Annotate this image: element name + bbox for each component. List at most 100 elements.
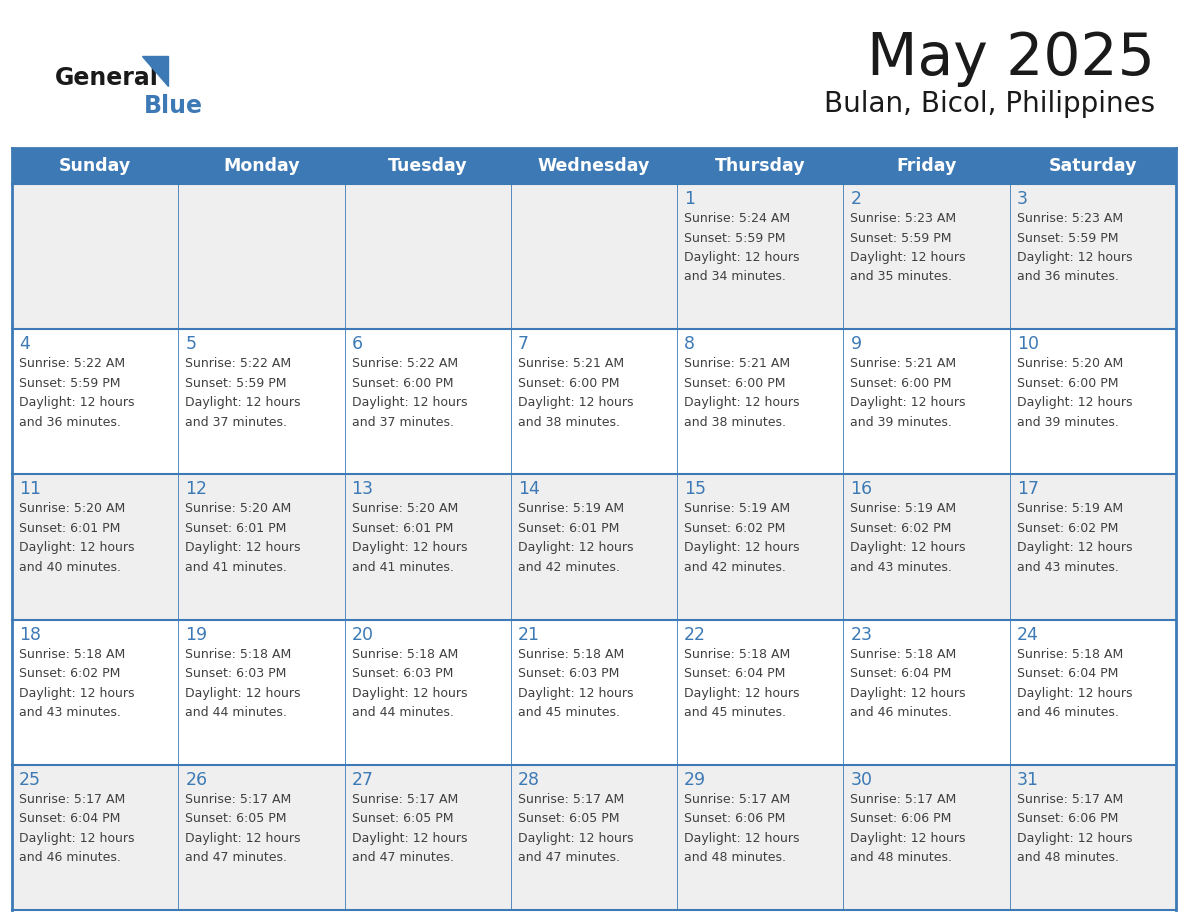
Text: Sunset: 5:59 PM: Sunset: 5:59 PM	[684, 231, 785, 244]
Text: Sunset: 6:00 PM: Sunset: 6:00 PM	[851, 376, 952, 390]
Bar	[843, 475, 1010, 620]
Text: Sunrise: 5:17 AM: Sunrise: 5:17 AM	[352, 793, 457, 806]
Text: 6: 6	[352, 335, 362, 353]
Bar	[1010, 184, 1176, 330]
Bar	[677, 330, 843, 475]
Text: 13: 13	[352, 480, 373, 498]
Text: Sunrise: 5:23 AM: Sunrise: 5:23 AM	[851, 212, 956, 225]
Text: Daylight: 12 hours: Daylight: 12 hours	[684, 251, 800, 264]
Bar	[178, 620, 345, 765]
Text: Daylight: 12 hours: Daylight: 12 hours	[851, 832, 966, 845]
Text: Sunrise: 5:18 AM: Sunrise: 5:18 AM	[518, 647, 624, 661]
Text: Daylight: 12 hours: Daylight: 12 hours	[684, 542, 800, 554]
Text: Daylight: 12 hours: Daylight: 12 hours	[185, 832, 301, 845]
Bar	[12, 765, 178, 910]
Text: Daylight: 12 hours: Daylight: 12 hours	[518, 687, 633, 700]
Text: Bulan, Bicol, Philippines: Bulan, Bicol, Philippines	[823, 90, 1155, 118]
Text: 17: 17	[1017, 480, 1038, 498]
Text: Sunset: 6:00 PM: Sunset: 6:00 PM	[518, 376, 619, 390]
Bar	[677, 765, 843, 910]
Text: and 48 minutes.: and 48 minutes.	[684, 851, 786, 865]
Text: and 47 minutes.: and 47 minutes.	[352, 851, 454, 865]
Text: Daylight: 12 hours: Daylight: 12 hours	[518, 397, 633, 409]
Text: Daylight: 12 hours: Daylight: 12 hours	[185, 687, 301, 700]
Bar	[178, 148, 345, 184]
Text: and 46 minutes.: and 46 minutes.	[1017, 706, 1119, 719]
Text: Daylight: 12 hours: Daylight: 12 hours	[352, 687, 467, 700]
Text: Daylight: 12 hours: Daylight: 12 hours	[352, 832, 467, 845]
Text: Daylight: 12 hours: Daylight: 12 hours	[518, 832, 633, 845]
Text: May 2025: May 2025	[867, 30, 1155, 87]
Text: Sunset: 6:06 PM: Sunset: 6:06 PM	[1017, 812, 1118, 825]
Text: Wednesday: Wednesday	[538, 157, 650, 175]
Text: Sunrise: 5:18 AM: Sunrise: 5:18 AM	[19, 647, 125, 661]
Text: Friday: Friday	[897, 157, 956, 175]
Text: Sunrise: 5:17 AM: Sunrise: 5:17 AM	[518, 793, 624, 806]
Text: Sunrise: 5:21 AM: Sunrise: 5:21 AM	[684, 357, 790, 370]
Bar	[12, 184, 178, 330]
Text: 12: 12	[185, 480, 207, 498]
Bar	[677, 148, 843, 184]
Text: and 36 minutes.: and 36 minutes.	[1017, 271, 1119, 284]
Bar	[511, 330, 677, 475]
Bar	[511, 620, 677, 765]
Bar	[12, 148, 178, 184]
Text: and 43 minutes.: and 43 minutes.	[1017, 561, 1119, 574]
Text: Daylight: 12 hours: Daylight: 12 hours	[185, 542, 301, 554]
Text: Sunset: 5:59 PM: Sunset: 5:59 PM	[19, 376, 120, 390]
Text: Daylight: 12 hours: Daylight: 12 hours	[1017, 687, 1132, 700]
Text: and 48 minutes.: and 48 minutes.	[1017, 851, 1119, 865]
Text: Sunset: 6:04 PM: Sunset: 6:04 PM	[19, 812, 120, 825]
Bar	[12, 620, 178, 765]
Bar	[345, 330, 511, 475]
Text: and 43 minutes.: and 43 minutes.	[851, 561, 953, 574]
Text: Thursday: Thursday	[715, 157, 805, 175]
Text: Sunrise: 5:21 AM: Sunrise: 5:21 AM	[518, 357, 624, 370]
Text: Sunrise: 5:18 AM: Sunrise: 5:18 AM	[684, 647, 790, 661]
Text: Tuesday: Tuesday	[388, 157, 468, 175]
Text: 9: 9	[851, 335, 861, 353]
Text: Sunrise: 5:24 AM: Sunrise: 5:24 AM	[684, 212, 790, 225]
Text: 10: 10	[1017, 335, 1038, 353]
Text: 20: 20	[352, 625, 373, 644]
Text: Sunset: 6:02 PM: Sunset: 6:02 PM	[19, 667, 120, 680]
Text: Sunrise: 5:17 AM: Sunrise: 5:17 AM	[684, 793, 790, 806]
Text: and 37 minutes.: and 37 minutes.	[185, 416, 287, 429]
Text: Daylight: 12 hours: Daylight: 12 hours	[1017, 397, 1132, 409]
Text: and 41 minutes.: and 41 minutes.	[185, 561, 287, 574]
Text: 25: 25	[19, 771, 42, 789]
Text: Sunset: 5:59 PM: Sunset: 5:59 PM	[185, 376, 286, 390]
Text: 8: 8	[684, 335, 695, 353]
Text: Sunrise: 5:21 AM: Sunrise: 5:21 AM	[851, 357, 956, 370]
Text: Sunrise: 5:18 AM: Sunrise: 5:18 AM	[352, 647, 457, 661]
Text: Daylight: 12 hours: Daylight: 12 hours	[684, 832, 800, 845]
Text: Sunset: 6:02 PM: Sunset: 6:02 PM	[684, 522, 785, 535]
Text: Sunset: 6:00 PM: Sunset: 6:00 PM	[1017, 376, 1118, 390]
Text: Daylight: 12 hours: Daylight: 12 hours	[851, 542, 966, 554]
Bar	[843, 765, 1010, 910]
Text: Sunset: 6:02 PM: Sunset: 6:02 PM	[1017, 522, 1118, 535]
Text: Sunrise: 5:19 AM: Sunrise: 5:19 AM	[518, 502, 624, 515]
Text: and 46 minutes.: and 46 minutes.	[851, 706, 953, 719]
Text: 16: 16	[851, 480, 872, 498]
Text: and 37 minutes.: and 37 minutes.	[352, 416, 454, 429]
Text: Sunday: Sunday	[59, 157, 131, 175]
Text: and 43 minutes.: and 43 minutes.	[19, 706, 121, 719]
Text: Sunrise: 5:20 AM: Sunrise: 5:20 AM	[19, 502, 125, 515]
Text: Daylight: 12 hours: Daylight: 12 hours	[352, 397, 467, 409]
Text: Sunrise: 5:18 AM: Sunrise: 5:18 AM	[185, 647, 291, 661]
Text: Sunset: 6:05 PM: Sunset: 6:05 PM	[518, 812, 619, 825]
Bar	[345, 765, 511, 910]
Text: Sunset: 6:06 PM: Sunset: 6:06 PM	[851, 812, 952, 825]
Text: Sunrise: 5:20 AM: Sunrise: 5:20 AM	[185, 502, 291, 515]
Text: 7: 7	[518, 335, 529, 353]
Bar	[1010, 475, 1176, 620]
Text: and 47 minutes.: and 47 minutes.	[185, 851, 287, 865]
Text: 15: 15	[684, 480, 706, 498]
Text: Sunset: 6:00 PM: Sunset: 6:00 PM	[684, 376, 785, 390]
Bar	[12, 475, 178, 620]
Text: Daylight: 12 hours: Daylight: 12 hours	[851, 687, 966, 700]
Text: Daylight: 12 hours: Daylight: 12 hours	[19, 687, 134, 700]
Text: Sunrise: 5:17 AM: Sunrise: 5:17 AM	[1017, 793, 1123, 806]
Bar	[345, 620, 511, 765]
